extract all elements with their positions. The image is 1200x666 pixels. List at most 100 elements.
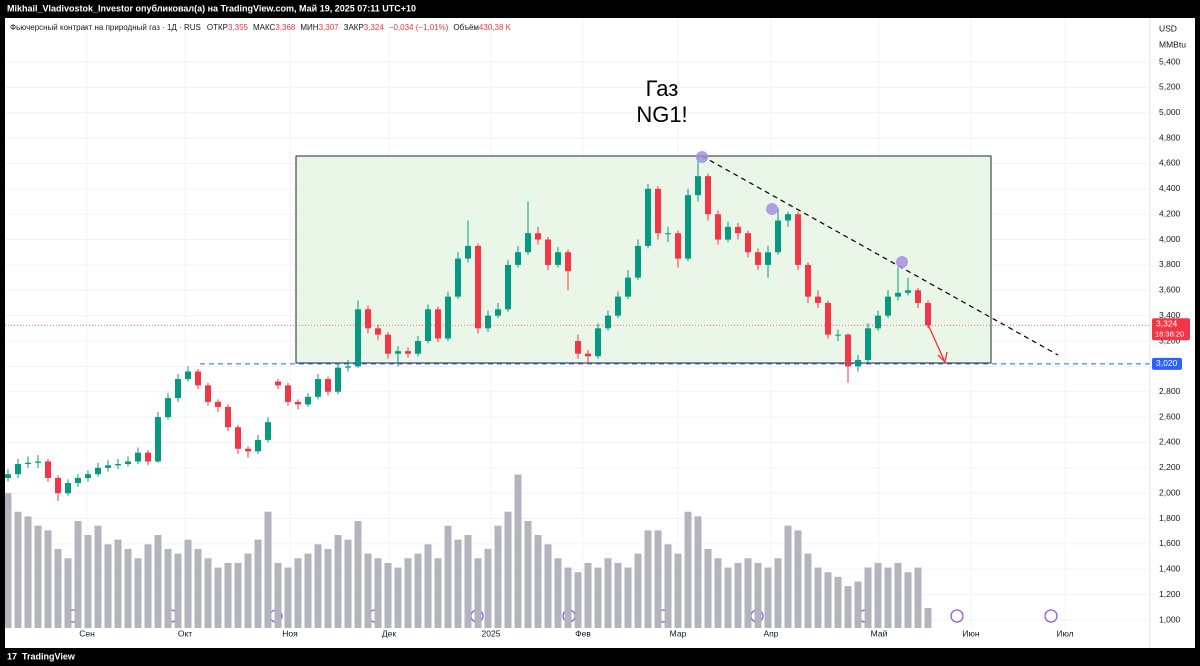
candle-body — [495, 309, 501, 316]
volume-bar — [104, 544, 112, 628]
y-tick-label: 1,000 — [1159, 614, 1181, 624]
candle-body — [625, 277, 631, 297]
volume-bar — [64, 558, 72, 628]
legend-value: 3,324 — [364, 23, 385, 32]
volume-bar — [614, 562, 622, 628]
volume-bar — [494, 525, 502, 628]
y-tick-label: 1,800 — [1159, 513, 1181, 523]
level-label: 3,020 — [1156, 358, 1178, 368]
volume-bar — [254, 539, 262, 628]
y-tick-label: 4,400 — [1159, 183, 1181, 193]
volume-bar — [914, 567, 922, 628]
candle-body — [135, 452, 141, 462]
volume-bar — [714, 558, 722, 628]
candle-body — [115, 464, 121, 466]
volume-bar — [774, 558, 782, 628]
candle-body — [255, 439, 261, 452]
candle-body — [915, 290, 921, 303]
volume-bar — [284, 567, 292, 628]
candle-body — [195, 371, 201, 386]
volume-bar — [364, 553, 372, 628]
range-box — [295, 155, 992, 364]
volume-bar — [504, 511, 512, 628]
volume-bar — [274, 562, 282, 628]
level-tag — [1152, 357, 1182, 370]
arrow-head — [937, 351, 948, 364]
y-tick-label: 5,400 — [1159, 56, 1181, 66]
y-tick-label: 2,200 — [1159, 462, 1181, 472]
legend-value: 3,307 — [319, 23, 340, 32]
volume-bar — [154, 535, 162, 628]
volume-bar — [44, 530, 52, 628]
candle-body — [175, 379, 181, 399]
volume-bar — [684, 511, 692, 628]
candle-body — [635, 245, 641, 278]
countdown: 18:38:20 — [1155, 329, 1184, 338]
candle-body — [485, 315, 491, 329]
candle-body — [205, 385, 211, 402]
y-tick-label: 3,600 — [1159, 285, 1181, 295]
logo: 17 — [7, 651, 17, 661]
event-icon — [950, 609, 964, 623]
legend: Фьючерсный контракт на природный газ · 1… — [10, 23, 512, 32]
candle-body — [685, 195, 691, 259]
volume-bar — [894, 562, 902, 628]
candle-body — [5, 474, 11, 478]
header: Mikhail_Vladivostok_Investor опубликовал… — [7, 3, 416, 13]
y-tick-label: 4,600 — [1159, 158, 1181, 168]
volume-bar — [654, 530, 662, 628]
volume-bar — [124, 548, 132, 628]
volume-bar — [564, 567, 572, 628]
y-tick-label: 3,800 — [1159, 259, 1181, 269]
volume-bar — [354, 521, 362, 628]
price-label: 3,324 — [1156, 319, 1178, 329]
volume-bar — [864, 567, 872, 628]
volume-bar — [374, 558, 382, 628]
candle-body — [125, 461, 131, 465]
x-tick-label: Фев — [575, 628, 591, 638]
y-tick-label: 1,200 — [1159, 589, 1181, 599]
legend-value: 3,355 — [228, 23, 249, 32]
legend-label: Объём — [453, 23, 479, 32]
y-tick-label: 2,400 — [1159, 437, 1181, 447]
volume-bar — [554, 558, 562, 628]
candle-body — [535, 233, 541, 240]
volume-bar — [664, 544, 672, 628]
drawings: Газ NG1! — [5, 76, 1150, 365]
volume-bar — [784, 525, 792, 628]
candle-body — [275, 381, 281, 386]
candle-body — [25, 462, 31, 465]
candle-body — [595, 328, 601, 357]
volume-bar — [384, 562, 392, 628]
candle-body — [855, 360, 861, 367]
candle-body — [15, 464, 21, 475]
legend-symbol: Фьючерсный контракт на природный газ · 1… — [10, 23, 201, 32]
marker — [896, 256, 908, 268]
candle-body — [895, 292, 901, 297]
y-tick-label: 4,200 — [1159, 208, 1181, 218]
event-icon — [1044, 609, 1058, 623]
price-tag — [1152, 318, 1190, 341]
unit: MMBtu — [1159, 39, 1186, 49]
candle-body — [665, 233, 671, 235]
volume-bar — [744, 558, 752, 628]
candle-body — [315, 379, 321, 397]
x-tick-label: Май — [871, 628, 888, 638]
candle-body — [835, 334, 841, 336]
y-tick-label: 2,600 — [1159, 411, 1181, 421]
candle-body — [365, 309, 371, 329]
marker — [766, 203, 778, 215]
volume-bar — [294, 558, 302, 628]
y-tick-label: 2,800 — [1159, 386, 1181, 396]
y-tick-label: 1,400 — [1159, 564, 1181, 574]
candle-body — [675, 233, 681, 259]
volume-bar — [924, 608, 932, 628]
x-tick-label: Июн — [962, 628, 979, 638]
volume-bar — [344, 539, 352, 628]
volume-bar — [594, 567, 602, 628]
candle-body — [335, 367, 341, 392]
volume-bar — [834, 576, 842, 628]
candle-body — [75, 477, 81, 484]
candle-body — [345, 366, 351, 368]
volume-bar — [84, 535, 92, 628]
